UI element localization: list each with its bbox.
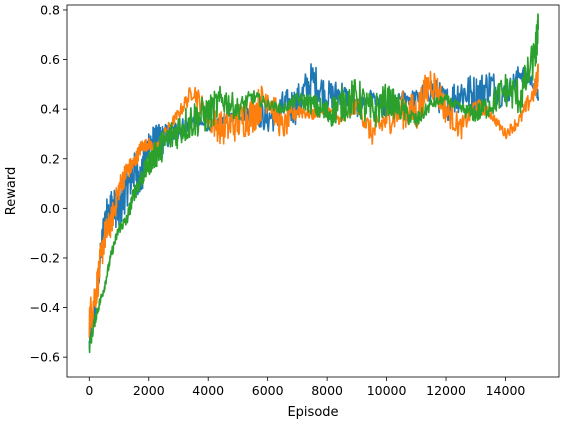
y-tick-label: 0.8 — [40, 2, 60, 17]
x-tick-label: 8000 — [311, 383, 343, 398]
series-layer — [88, 13, 539, 354]
x-tick-label: 2000 — [133, 383, 165, 398]
y-axis-label: Reward — [4, 167, 19, 215]
x-tick-label: 6000 — [252, 383, 284, 398]
x-tick-label: 10000 — [367, 383, 407, 398]
series-3-line — [88, 13, 539, 354]
plot-frame — [66, 4, 560, 378]
series-1-line — [88, 63, 539, 349]
x-axis-label: Episode — [287, 405, 338, 420]
y-tick-label: −0.2 — [30, 250, 60, 265]
x-axis: 0 2000 4000 6000 8000 10000 12000 14000 — [85, 377, 525, 398]
x-tick-label: 0 — [85, 383, 93, 398]
x-tick-label: 4000 — [192, 383, 224, 398]
y-tick-label: 0.2 — [40, 151, 60, 166]
y-axis: −0.6 −0.4 −0.2 0.0 0.2 0.4 0.6 0.8 — [30, 2, 67, 365]
x-tick-label: 12000 — [426, 383, 466, 398]
y-tick-label: −0.6 — [30, 350, 60, 365]
y-tick-label: −0.4 — [30, 300, 60, 315]
series-2-line — [88, 63, 539, 338]
y-tick-label: 0.4 — [40, 102, 60, 117]
y-tick-label: 0.6 — [40, 52, 60, 67]
x-tick-label: 14000 — [486, 383, 526, 398]
y-tick-label: 0.0 — [40, 201, 60, 216]
